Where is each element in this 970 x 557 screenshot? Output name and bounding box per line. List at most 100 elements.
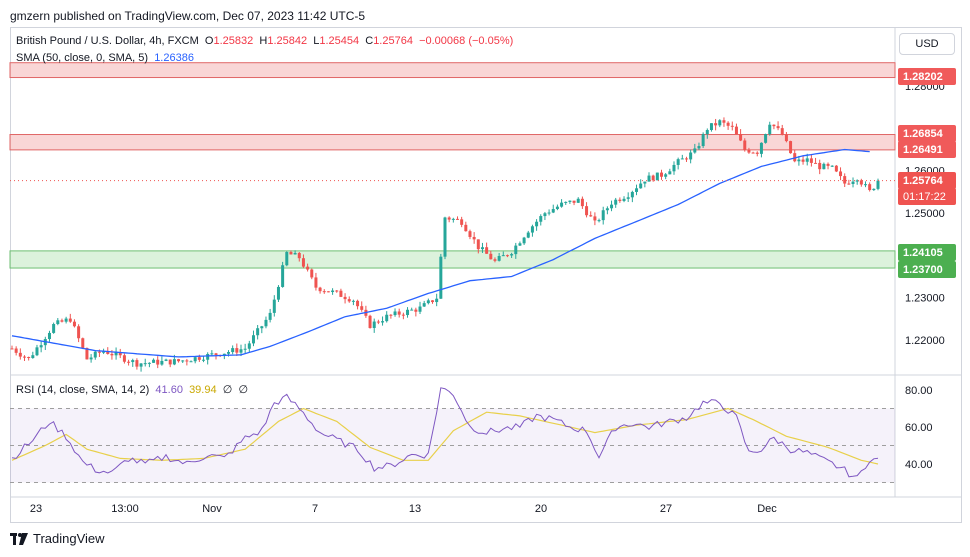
candle-body [60, 320, 64, 322]
candle-body [480, 247, 484, 250]
candle [122, 353, 126, 364]
candle [293, 250, 297, 255]
candle-body [393, 311, 397, 316]
candle [376, 319, 380, 325]
candle [618, 197, 622, 203]
candle-body [535, 221, 539, 227]
candle-body [27, 357, 31, 359]
candle-body [864, 184, 868, 186]
candle-body [127, 361, 131, 363]
candle [722, 117, 726, 127]
candle-body [605, 208, 609, 211]
candle [368, 314, 372, 329]
sma-label: SMA (50, close, 0, SMA, 5) [16, 52, 149, 64]
candle [360, 301, 364, 312]
candle [64, 316, 68, 324]
candle [485, 242, 489, 254]
candle-body [422, 303, 426, 307]
candle [839, 167, 843, 181]
candle-body [35, 347, 39, 356]
candle [297, 251, 301, 262]
currency-button[interactable]: USD [899, 33, 955, 55]
candle [202, 355, 206, 363]
candle [68, 313, 72, 323]
candle-body [743, 140, 747, 150]
candle [455, 216, 459, 220]
sma-legend[interactable]: SMA (50, close, 0, SMA, 5) 1.26386 [16, 52, 194, 64]
candle-body [455, 218, 459, 220]
candle-body [368, 315, 372, 328]
candle-body [426, 300, 430, 304]
candle [401, 312, 405, 320]
time-tick-label-2: Nov [202, 503, 222, 515]
candle-body [651, 175, 655, 181]
candle-body [751, 152, 755, 154]
rsi-ma-line [11, 407, 879, 465]
footer-brand[interactable]: TradingView [10, 531, 105, 546]
candle [547, 209, 551, 216]
candle-body [530, 226, 534, 233]
candle [580, 196, 584, 209]
candle [576, 197, 580, 203]
candle-body [764, 134, 768, 143]
candle-body [805, 158, 809, 162]
candle-body [797, 159, 801, 162]
candle-body [472, 236, 476, 240]
candle-body [809, 158, 813, 163]
candle-body [268, 312, 272, 320]
candle [356, 299, 360, 310]
candle-body [485, 247, 489, 254]
candle [714, 118, 718, 131]
candle-body [564, 201, 568, 203]
candle-body [72, 321, 76, 327]
candle [693, 143, 697, 154]
candle [689, 149, 693, 164]
candle [285, 251, 289, 267]
zone-resistance-0 [9, 62, 896, 79]
rsi-legend[interactable]: RSI (14, close, SMA, 14, 2) 41.60 39.94 … [16, 383, 248, 396]
candle [56, 318, 60, 326]
candle-body [801, 159, 805, 162]
candle-body [714, 123, 718, 126]
candle-body [172, 359, 176, 365]
price-tag-s1: 1.24105 [898, 244, 956, 261]
candle-body [726, 122, 730, 126]
candle-body [314, 277, 318, 288]
countdown-tag: 01:17:22 [898, 188, 956, 205]
candle-body [401, 314, 405, 316]
candle [872, 188, 876, 191]
candle-body [431, 300, 435, 303]
candle [256, 324, 260, 340]
candle [489, 250, 493, 260]
candle-body [256, 328, 260, 336]
candle [127, 359, 131, 366]
candle [47, 330, 51, 342]
candle [543, 211, 547, 221]
candle [468, 229, 472, 240]
candle-body [289, 252, 293, 255]
candle [160, 356, 164, 366]
candle [181, 360, 185, 364]
candle [397, 308, 401, 318]
price-tag-r3: 1.26491 [898, 141, 956, 158]
candle [647, 172, 651, 182]
candle-body [630, 191, 634, 198]
open-label: O [204, 35, 214, 47]
candle-body [439, 256, 443, 299]
candle [859, 178, 863, 187]
low-label: L [313, 35, 320, 47]
candle [755, 151, 759, 157]
candle-body [655, 172, 659, 181]
candle-body [193, 357, 197, 362]
candle [597, 218, 601, 223]
candle [605, 206, 609, 215]
candle [389, 314, 393, 319]
candle-body [110, 353, 114, 356]
high-value: 1.25842 [267, 35, 308, 47]
candle-body [551, 209, 555, 213]
open-value: 1.25832 [213, 35, 254, 47]
candle [801, 156, 805, 165]
candle-body [331, 290, 335, 293]
candle-body [251, 335, 255, 344]
